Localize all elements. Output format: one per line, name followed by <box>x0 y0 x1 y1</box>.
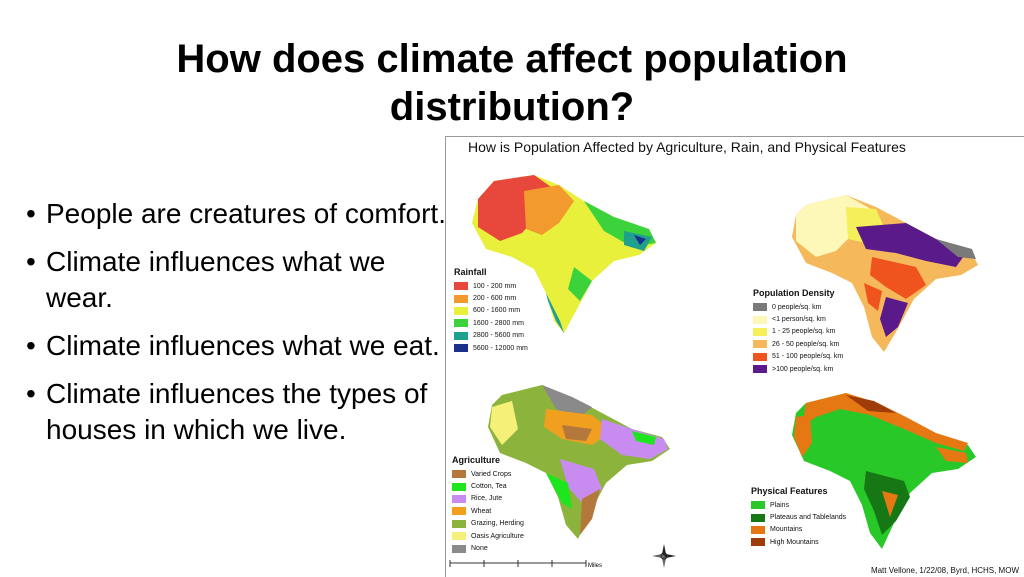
population-density-map <box>792 195 978 352</box>
legend-label: 200 - 600 mm <box>473 295 517 303</box>
legend-row: 100 - 200 mm <box>454 280 528 292</box>
scale-bar <box>449 560 587 567</box>
legend-swatch <box>751 513 765 522</box>
south-asia-maps-figure: How is Population Affected by Agricultur… <box>445 136 1024 577</box>
legend-row: Rice, Jute <box>452 493 524 505</box>
legend-swatch <box>452 494 466 503</box>
agriculture-legend-title: Agriculture <box>452 455 501 465</box>
legend-swatch <box>454 331 468 340</box>
legend-swatch <box>452 544 466 553</box>
legend-swatch <box>452 532 466 541</box>
legend-swatch <box>753 340 767 349</box>
legend-swatch <box>454 306 468 315</box>
legend-label: <1 person/sq. km <box>772 316 826 324</box>
legend-row: Grazing, Herding <box>452 518 524 530</box>
legend-row: 5600 - 12000 mm <box>454 342 528 354</box>
legend-swatch <box>452 507 466 516</box>
legend-swatch <box>751 525 765 534</box>
legend-row: <1 person/sq. km <box>753 313 843 325</box>
legend-row: 51 - 100 people/sq. km <box>753 351 843 363</box>
legend-swatch <box>454 294 468 303</box>
legend-row: 1600 - 2800 mm <box>454 317 528 329</box>
legend-label: Mountains <box>770 526 803 534</box>
legend-row: 600 - 1600 mm <box>454 305 528 317</box>
legend-row: None <box>452 542 524 554</box>
legend-label: 2800 - 5600 mm <box>473 332 524 340</box>
legend-row: 2800 - 5600 mm <box>454 330 528 342</box>
bullet-item: Climate influences what we wear. <box>26 244 446 316</box>
legend-label: Plains <box>770 501 790 509</box>
legend-swatch <box>751 538 765 547</box>
bullet-item: Climate influences the types of houses i… <box>26 376 446 448</box>
legend-label: 600 - 1600 mm <box>473 307 521 315</box>
legend-label: Rice, Jute <box>471 495 503 503</box>
legend-label: Wheat <box>471 507 492 515</box>
rainfall-map <box>472 175 656 333</box>
legend-swatch <box>753 327 767 336</box>
legend-row: >100 people/sq. km <box>753 363 843 375</box>
legend-label: Varied Crops <box>471 470 512 478</box>
legend-label: Grazing, Herding <box>471 520 524 528</box>
bullet-item: People are creatures of comfort. <box>26 196 446 232</box>
legend-label: Plateaus and Tablelands <box>770 514 847 522</box>
legend-row: Plains <box>751 499 846 511</box>
legend-label: 100 - 200 mm <box>473 282 517 290</box>
slide-title: How does climate affect population distr… <box>176 37 848 129</box>
bullet-list: People are creatures of comfort. Climate… <box>26 196 446 460</box>
legend-swatch <box>452 519 466 528</box>
legend-label: High Mountains <box>770 538 819 546</box>
legend-label: 26 - 50 people/sq. km <box>772 340 840 348</box>
physical-features-legend: Physical Features Plains Plateaus and Ta… <box>751 486 846 549</box>
legend-label: None <box>471 545 488 553</box>
legend-row: 200 - 600 mm <box>454 292 528 304</box>
legend-row: 1 - 25 people/sq. km <box>753 326 843 338</box>
legend-swatch <box>454 319 468 328</box>
rainfall-legend-title: Rainfall <box>454 267 487 277</box>
legend-row: Plateaus and Tablelands <box>751 511 846 523</box>
legend-swatch <box>452 482 466 491</box>
legend-row: Cotton, Tea <box>452 480 524 492</box>
legend-label: >100 people/sq. km <box>772 365 834 373</box>
legend-swatch <box>454 344 468 353</box>
legend-label: 1600 - 2800 mm <box>473 319 524 327</box>
physical-features-legend-title: Physical Features <box>751 486 828 496</box>
map-credit: Matt Vellone, 1/22/08, Byrd, HCHS, MOW <box>870 566 1019 575</box>
legend-swatch <box>753 315 767 324</box>
legend-swatch <box>452 470 466 479</box>
rainfall-legend: Rainfall 100 - 200 mm 200 - 600 mm 600 -… <box>454 267 528 354</box>
bullet-item: Climate influences what we eat. <box>26 328 446 364</box>
legend-label: 51 - 100 people/sq. km <box>772 353 844 361</box>
scale-label: Miles <box>588 563 603 569</box>
legend-label: 0 people/sq. km <box>772 303 822 311</box>
legend-label: 1 - 25 people/sq. km <box>772 328 836 336</box>
legend-swatch <box>751 501 765 510</box>
legend-row: 0 people/sq. km <box>753 301 843 313</box>
legend-row: Wheat <box>452 505 524 517</box>
legend-row: Varied Crops <box>452 468 524 480</box>
population-legend: Population Density 0 people/sq. km <1 pe… <box>753 288 843 375</box>
legend-swatch <box>753 365 767 374</box>
legend-label: Cotton, Tea <box>471 483 507 491</box>
legend-swatch <box>454 282 468 291</box>
legend-row: 26 - 50 people/sq. km <box>753 338 843 350</box>
figure-title: How is Population Affected by Agricultur… <box>468 139 906 155</box>
legend-label: Oasis Agriculture <box>471 532 524 540</box>
legend-row: Mountains <box>751 524 846 536</box>
legend-swatch <box>753 303 767 312</box>
compass-rose-icon <box>652 544 676 568</box>
legend-label: 5600 - 12000 mm <box>473 344 528 352</box>
legend-swatch <box>753 352 767 361</box>
agriculture-map <box>488 385 670 539</box>
population-legend-title: Population Density <box>753 288 835 298</box>
agriculture-legend: Agriculture Varied Crops Cotton, Tea Ric… <box>452 455 524 555</box>
legend-row: High Mountains <box>751 536 846 548</box>
legend-row: Oasis Agriculture <box>452 530 524 542</box>
physical-features-map <box>792 393 976 549</box>
